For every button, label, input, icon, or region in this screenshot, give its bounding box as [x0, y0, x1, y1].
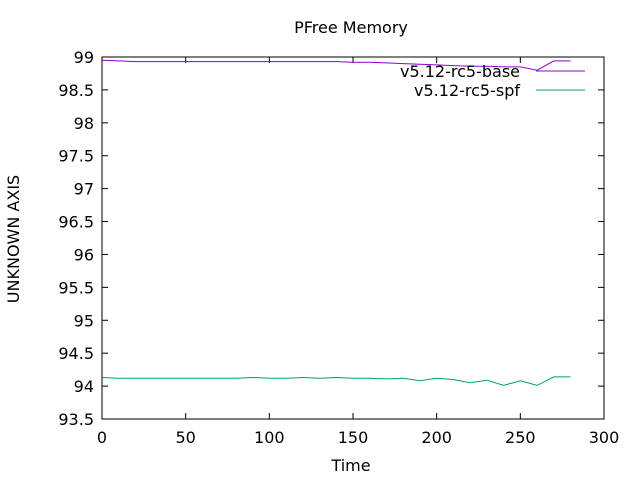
y-tick-label: 95.5	[58, 278, 94, 297]
y-tick-label: 94	[74, 377, 94, 396]
x-tick-label: 200	[421, 428, 452, 447]
y-tick-label: 95	[74, 311, 94, 330]
y-tick-label: 98.5	[58, 81, 94, 100]
legend-label: v5.12-rc5-spf	[414, 81, 520, 100]
plot-frame	[101, 56, 605, 420]
y-tick-label: 96.5	[58, 213, 94, 232]
y-tick-label: 97.5	[58, 147, 94, 166]
x-tick-label: 100	[254, 428, 285, 447]
legend-label: v5.12-rc5-base	[400, 62, 520, 81]
x-tick-label: 50	[175, 428, 195, 447]
series-line-v5.12-rc5-spf	[101, 376, 571, 386]
y-tick-label: 98	[74, 114, 94, 133]
y-tick-label: 99	[74, 48, 94, 67]
x-axis-label: Time	[330, 456, 370, 475]
axis-ticks	[101, 56, 605, 420]
chart-title: PFree Memory	[294, 18, 408, 37]
series-line-v5.12-rc5-base	[101, 59, 571, 71]
y-tick-label: 93.5	[58, 410, 94, 429]
x-tick-label: 300	[589, 428, 620, 447]
y-tick-label: 94.5	[58, 344, 94, 363]
x-tick-label: 250	[505, 428, 536, 447]
y-tick-label: 97	[74, 180, 94, 199]
y-tick-label: 96	[74, 245, 94, 264]
axis-tick-labels: 0 50 100 150 200 250 300 93.5 94 94.5 95 95.5 96 96.5…	[58, 48, 619, 447]
y-axis-label: UNKNOWN AXIS	[4, 175, 23, 303]
series-layer	[101, 59, 571, 386]
x-tick-label: 150	[338, 428, 369, 447]
x-tick-label: 0	[97, 428, 107, 447]
